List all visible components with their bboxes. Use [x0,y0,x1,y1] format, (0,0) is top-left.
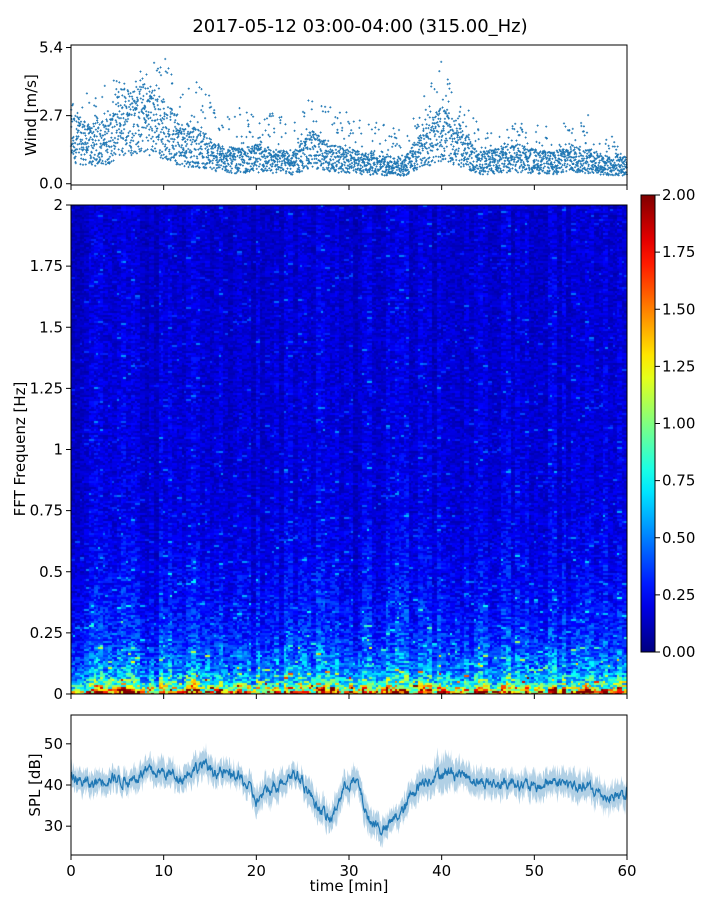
wind-x-ticks [70,185,628,190]
colorbar-tick-label: 0.75 [662,472,695,490]
wind-point-markers [69,57,628,177]
colorbar-tick-label: 1.50 [662,300,695,318]
colorbar-tick-label: 0.50 [662,529,695,547]
spectrogram-y-tick-label: 0.25 [30,624,63,642]
wind-y-ticks: 0.0 2.7 5.4 [39,39,71,193]
wind-y-tick-label: 2.7 [39,107,63,125]
spl-x-tick-label: 10 [154,862,173,880]
spl-x-tick-label: 30 [339,862,358,880]
spl-y-axis-label: SPL [dB] [26,753,44,816]
colorbar-ticks: 0.00 0.25 0.50 0.75 1.00 1.25 1.50 1.75 2.00 [655,186,695,661]
spectrogram-x-ticks [70,694,628,699]
spectrogram-y-tick-label: 0.5 [39,563,63,581]
colorbar-tick-label: 2.00 [662,186,695,204]
wind-y-tick-label: 0.0 [39,175,63,193]
colorbar-tick-label: 0.00 [662,643,695,661]
spectrogram-y-tick-label: 1.75 [30,257,63,275]
spl-x-tick-label: 60 [617,862,636,880]
spl-x-tick-label: 50 [525,862,544,880]
spl-variability-band [71,742,627,848]
wind-scatter-panel: 0.0 2.7 5.4 Wind [m/s] [22,39,628,193]
spectrogram-y-tick-label: 2 [53,196,63,214]
spectrogram-y-ticks: 0 0.25 0.5 0.75 1 1.25 1.5 1.75 2 [30,196,71,703]
colorbar-tick-label: 1.00 [662,415,695,433]
spectrogram-y-tick-label: 1 [53,441,63,459]
x-axis-label: time [min] [310,877,389,895]
spl-series-line [70,758,628,836]
spl-x-ticks: 0 10 20 30 40 50 60 [66,855,637,880]
wind-scatter-points [69,57,628,177]
spectrogram-y-tick-label: 0 [53,685,63,703]
spl-x-tick-label: 40 [432,862,451,880]
spectrogram-y-axis-label: FFT Frequenz [Hz] [11,382,29,517]
colorbar-tick-label: 0.25 [662,586,695,604]
spectrogram-heatmap [71,205,627,694]
spl-y-tick-label: 30 [44,817,63,835]
spectrogram-panel: 0 0.25 0.5 0.75 1 1.25 1.5 1.75 2 FFT Frequenz [… [11,196,628,703]
spl-x-tick-label: 20 [247,862,266,880]
spl-y-tick-label: 50 [44,735,63,753]
spl-line-panel: 30 40 50 0 10 20 30 40 50 60 SPL [dB] time [min] [26,714,637,895]
spectrogram-y-tick-label: 0.75 [30,502,63,520]
spl-y-ticks: 30 40 50 [44,735,71,835]
colorbar: 0.00 0.25 0.50 0.75 1.00 1.25 1.50 1.75 2.00 [640,186,695,661]
spl-x-tick-label: 0 [66,862,76,880]
colorbar-tick-label: 1.75 [662,243,695,261]
spectrogram-y-tick-label: 1.25 [30,379,63,397]
colorbar-gradient [641,195,655,652]
colorbar-tick-label: 1.25 [662,357,695,375]
wind-y-tick-label: 5.4 [39,39,63,57]
wind-y-axis-label: Wind [m/s] [22,74,40,156]
figure-title: 2017-05-12 03:00-04:00 (315.00_Hz) [192,16,527,37]
spl-y-tick-label: 40 [44,776,63,794]
spectrogram-y-tick-label: 1.5 [39,318,63,336]
